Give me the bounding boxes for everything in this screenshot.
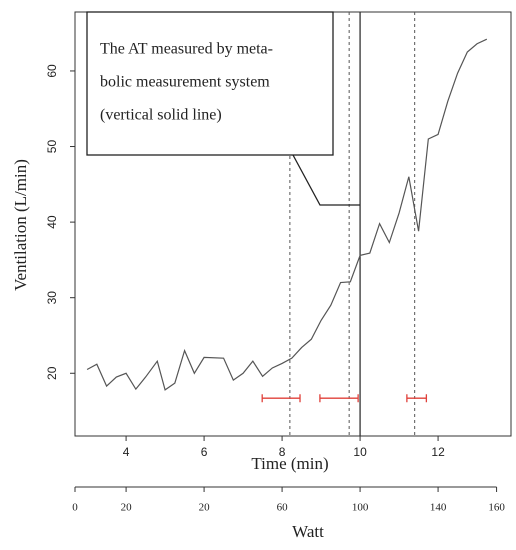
- watt-tick-label: 140: [430, 502, 447, 514]
- watt-tick-label: 0: [72, 502, 78, 514]
- error-bar: [261, 394, 301, 403]
- leader-line: [292, 154, 361, 206]
- callout-text: bolic measurement system: [100, 74, 270, 91]
- x-tick-label: 4: [123, 445, 130, 459]
- watt-tick-label: 60: [277, 502, 289, 514]
- x-tick-label: 6: [201, 445, 208, 459]
- watt-axis-title: Watt: [292, 522, 324, 541]
- error-bar: [406, 394, 428, 403]
- x-tick-label: 10: [353, 445, 367, 459]
- x-tick-label: 12: [431, 445, 445, 459]
- watt-tick-label: 20: [121, 502, 133, 514]
- y-tick-label: 60: [45, 64, 59, 78]
- error-bar: [319, 394, 359, 403]
- y-tick-label: 20: [45, 366, 59, 380]
- y-axis-title: Ventilation (L/min): [11, 159, 30, 291]
- watt-tick-label: 100: [352, 502, 369, 514]
- watt-tick-label: 20: [199, 502, 211, 514]
- data-line: [86, 38, 488, 391]
- callout-text: (vertical solid line): [100, 107, 222, 124]
- y-tick-label: 30: [45, 291, 59, 305]
- callout-text: The AT measured by meta-: [100, 41, 273, 58]
- callout-box: [86, 11, 334, 156]
- y-tick-label: 40: [45, 215, 59, 229]
- x-axis-title: Time (min): [251, 454, 328, 473]
- watt-tick-label: 160: [488, 502, 505, 514]
- x-tick-label: 8: [279, 445, 286, 459]
- y-tick-label: 50: [45, 140, 59, 154]
